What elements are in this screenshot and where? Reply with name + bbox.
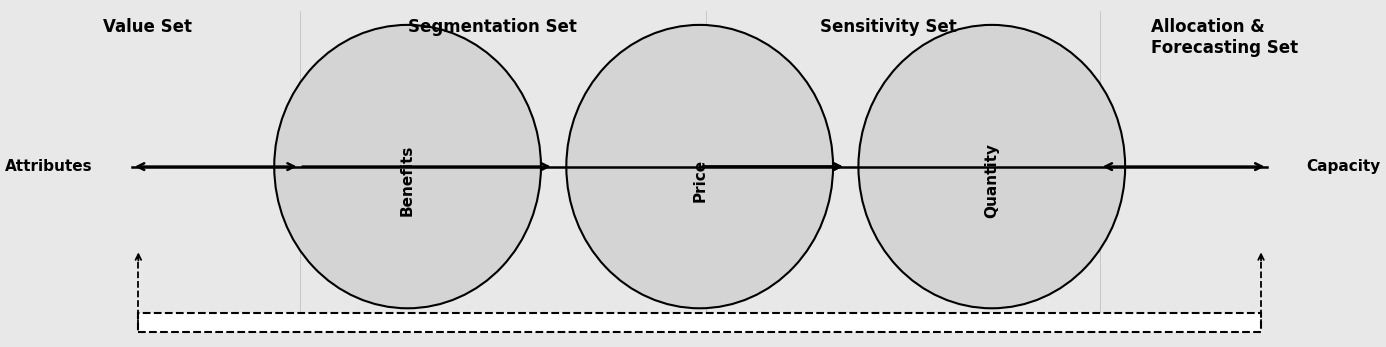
Text: Quantity: Quantity	[984, 143, 999, 218]
Text: Allocation &
Forecasting Set: Allocation & Forecasting Set	[1150, 18, 1297, 57]
Bar	[139, 313, 1261, 332]
Text: Sensitivity Set: Sensitivity Set	[821, 18, 958, 36]
Text: Segmentation Set: Segmentation Set	[407, 18, 577, 36]
Text: Value Set: Value Set	[103, 18, 191, 36]
Text: Benefits: Benefits	[401, 145, 414, 216]
Text: Attributes: Attributes	[6, 159, 93, 174]
Text: Capacity: Capacity	[1307, 159, 1380, 174]
Ellipse shape	[274, 25, 541, 308]
Ellipse shape	[567, 25, 833, 308]
Text: Price: Price	[692, 159, 707, 202]
Ellipse shape	[858, 25, 1125, 308]
